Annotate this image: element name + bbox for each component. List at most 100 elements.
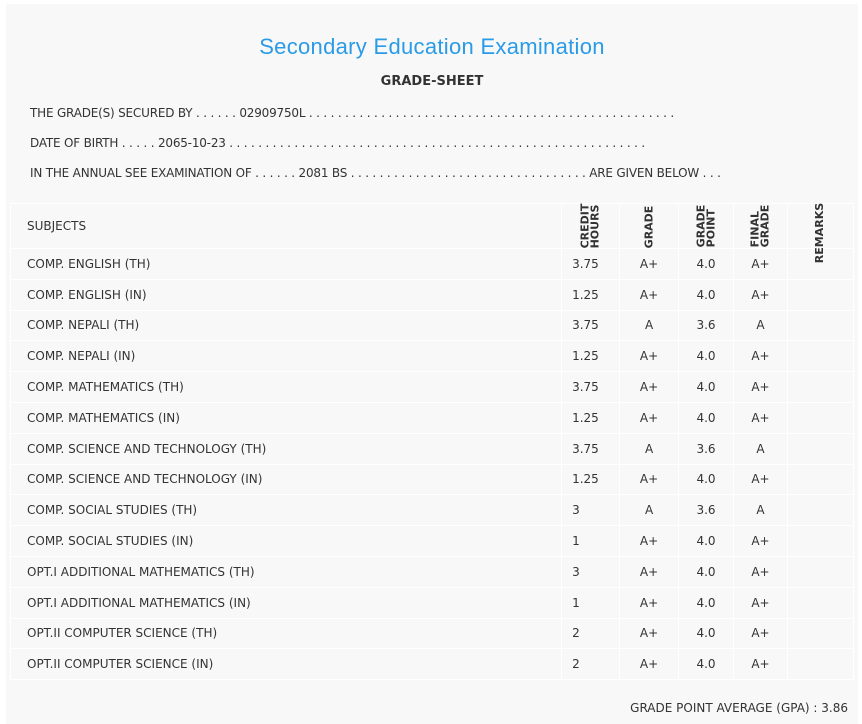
cell-final-grade: A+: [733, 371, 788, 403]
cell-subject: COMP. ENGLISH (IN): [9, 278, 563, 311]
cell-grade-point: 4.0: [678, 401, 734, 434]
grades-table: SUBJECTS CREDIT HOURS GRADE GRADE POINT …: [9, 203, 855, 681]
table-row: OPT.I ADDITIONAL MATHEMATICS (IN) 1 A+ 4.0 A…: [9, 586, 855, 619]
table-row: COMP. SCIENCE AND TECHNOLOGY (IN) 1.25 A+ 4…: [9, 463, 855, 496]
cell-credit-hours: 1: [561, 586, 621, 619]
cell-subject: COMP. SOCIAL STUDIES (IN): [9, 525, 563, 557]
cell-remarks: [786, 401, 855, 434]
cell-final-grade: A+: [733, 617, 788, 650]
header-subjects: SUBJECTS: [9, 203, 563, 249]
cell-credit-hours: 3.75: [561, 371, 621, 403]
cell-credit-hours: 1: [561, 525, 621, 557]
cell-grade-point: 4.0: [678, 617, 734, 650]
cell-grade: A: [619, 494, 680, 527]
cell-subject: OPT.I ADDITIONAL MATHEMATICS (IN): [9, 586, 563, 619]
cell-subject: COMP. SOCIAL STUDIES (TH): [9, 494, 563, 527]
cell-final-grade: A+: [733, 555, 788, 588]
table-row: COMP. ENGLISH (TH) 3.75 A+ 4.0 A+: [9, 248, 855, 280]
table-header-row: SUBJECTS CREDIT HOURS GRADE GRADE POINT …: [9, 203, 855, 263]
cell-final-grade: A+: [733, 340, 788, 373]
cell-credit-hours: 1.25: [561, 340, 621, 373]
cell-grade-point: 4.0: [678, 463, 734, 496]
cell-grade: A+: [619, 586, 680, 619]
table-row: COMP. NEPALI (IN) 1.25 A+ 4.0 A+: [9, 340, 855, 373]
cell-credit-hours: 3.75: [561, 309, 621, 342]
header-final-grade: FINAL GRADE: [748, 204, 772, 247]
dob-line: DATE OF BIRTH . . . . . 2065-10-23 . . .…: [30, 136, 645, 150]
cell-grade: A+: [619, 371, 680, 403]
cell-final-grade: A+: [733, 648, 788, 681]
table-row: OPT.II COMPUTER SCIENCE (TH) 2 A+ 4.0 A+: [9, 617, 855, 650]
cell-subject: COMP. MATHEMATICS (IN): [9, 401, 563, 434]
cell-remarks: [786, 278, 855, 311]
cell-subject: COMP. NEPALI (TH): [9, 309, 563, 342]
cell-grade-point: 3.6: [678, 494, 734, 527]
cell-remarks: [786, 648, 855, 681]
table-row: COMP. SOCIAL STUDIES (IN) 1 A+ 4.0 A+: [9, 525, 855, 557]
cell-final-grade: A+: [733, 586, 788, 619]
cell-remarks: [786, 371, 855, 403]
cell-grade-point: 4.0: [678, 525, 734, 557]
cell-remarks: [786, 555, 855, 588]
cell-credit-hours: 3: [561, 494, 621, 527]
cell-credit-hours: 2: [561, 617, 621, 650]
cell-credit-hours: 2: [561, 648, 621, 681]
header-grade-point: GRADE POINT: [694, 204, 718, 247]
cell-grade-point: 4.0: [678, 340, 734, 373]
exam-line: IN THE ANNUAL SEE EXAMINATION OF . . . .…: [30, 166, 721, 180]
cell-subject: COMP. SCIENCE AND TECHNOLOGY (IN): [9, 463, 563, 496]
grade-sheet: Secondary Education Examination GRADE-SH…: [6, 4, 858, 724]
cell-remarks: [786, 340, 855, 373]
table-row: COMP. NEPALI (TH) 3.75 A 3.6 A: [9, 309, 855, 342]
cell-final-grade: A: [733, 494, 788, 527]
cell-grade: A+: [619, 648, 680, 681]
cell-remarks: [786, 463, 855, 496]
cell-grade: A: [619, 309, 680, 342]
cell-final-grade: A+: [733, 463, 788, 496]
cell-final-grade: A+: [733, 525, 788, 557]
cell-grade-point: 4.0: [678, 648, 734, 681]
cell-credit-hours: 1.25: [561, 278, 621, 311]
gpa-summary: GRADE POINT AVERAGE (GPA) : 3.86: [630, 701, 848, 715]
cell-credit-hours: 1.25: [561, 463, 621, 496]
grade-sheet-heading: GRADE-SHEET: [380, 74, 484, 89]
cell-grade: A: [619, 432, 680, 465]
cell-final-grade: A+: [733, 248, 788, 280]
cell-grade-point: 4.0: [678, 586, 734, 619]
cell-remarks: [786, 309, 855, 342]
table-row: COMP. ENGLISH (IN) 1.25 A+ 4.0 A+: [9, 278, 855, 311]
cell-remarks: [786, 432, 855, 465]
cell-grade: A+: [619, 248, 680, 280]
cell-subject: COMP. ENGLISH (TH): [9, 248, 563, 280]
cell-final-grade: A+: [733, 401, 788, 434]
cell-credit-hours: 3.75: [561, 248, 621, 280]
cell-grade: A+: [619, 278, 680, 311]
cell-grade: A+: [619, 401, 680, 434]
table-row: COMP. SCIENCE AND TECHNOLOGY (TH) 3.75 A 3.…: [9, 432, 855, 465]
secured-by-line: THE GRADE(S) SECURED BY . . . . . . 0290…: [30, 106, 674, 120]
cell-grade-point: 4.0: [678, 278, 734, 311]
cell-credit-hours: 3: [561, 555, 621, 588]
cell-final-grade: A+: [733, 278, 788, 311]
cell-credit-hours: 1.25: [561, 401, 621, 434]
cell-remarks: [786, 525, 855, 557]
cell-grade-point: 4.0: [678, 555, 734, 588]
cell-final-grade: A: [733, 432, 788, 465]
header-remarks: REMARKS: [813, 202, 827, 264]
cell-final-grade: A: [733, 309, 788, 342]
cell-grade-point: 4.0: [678, 248, 734, 280]
cell-grade: A+: [619, 617, 680, 650]
cell-subject: OPT.II COMPUTER SCIENCE (IN): [9, 648, 563, 681]
table-row: OPT.I ADDITIONAL MATHEMATICS (TH) 3 A+ 4.0 A…: [9, 555, 855, 588]
cell-grade: A+: [619, 525, 680, 557]
table-row: COMP. MATHEMATICS (TH) 3.75 A+ 4.0 A+: [9, 371, 855, 403]
table-row: COMP. SOCIAL STUDIES (TH) 3 A 3.6 A: [9, 494, 855, 527]
cell-credit-hours: 3.75: [561, 432, 621, 465]
cell-remarks: [786, 617, 855, 650]
header-credit-hours: CREDIT HOURS: [578, 203, 602, 248]
cell-subject: COMP. NEPALI (IN): [9, 340, 563, 373]
cell-grade: A+: [619, 463, 680, 496]
cell-remarks: [786, 494, 855, 527]
cell-grade: A+: [619, 555, 680, 588]
header-grade: GRADE: [642, 205, 656, 248]
